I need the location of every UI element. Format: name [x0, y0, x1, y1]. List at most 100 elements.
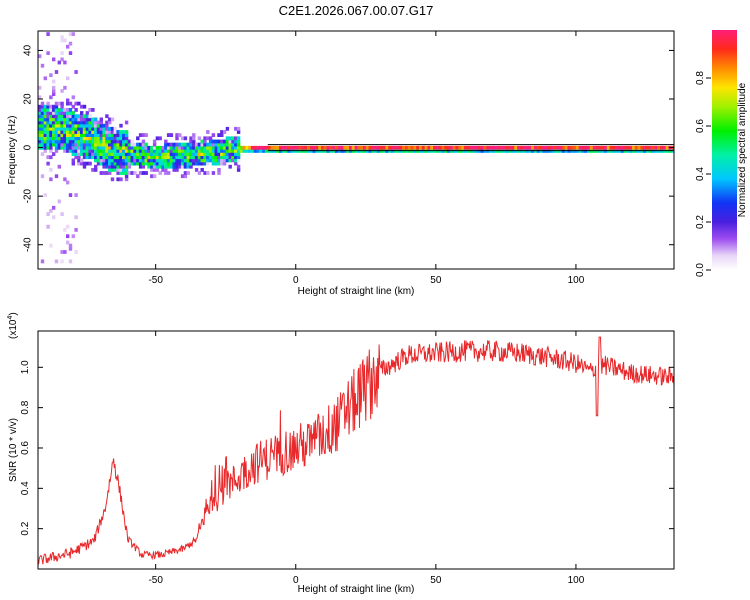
spectrogram-cell: [49, 136, 53, 141]
spectrogram-cell: [180, 164, 185, 169]
spectrogram-cell: [43, 139, 47, 144]
spectrogram-cell: [180, 152, 185, 156]
spectrogram-cell: [175, 136, 179, 141]
spectrogram-cell: [455, 145, 459, 150]
spectrogram-cell: [40, 152, 45, 156]
spectrogram-cell: [248, 145, 252, 150]
spectrogram-cell: [166, 145, 171, 150]
spectrogram-cell: [54, 70, 59, 74]
spectrogram-cell: [94, 145, 98, 150]
spectrogram-cell: [620, 145, 625, 150]
spectrogram-cell: [71, 149, 75, 153]
spectrogram-cell: [43, 133, 47, 137]
spectrogram-cell: [228, 158, 232, 163]
spectrogram-cell: [152, 139, 157, 144]
spectrogram-cell: [147, 152, 151, 156]
spectrogram-cell: [60, 108, 64, 112]
spectrogram-cell: [150, 168, 154, 172]
spectrogram-cell: [598, 145, 602, 150]
spectrogram-cell: [533, 145, 538, 150]
spectrogram-cell: [96, 155, 101, 160]
spectrogram-cell: [38, 54, 42, 59]
spectrogram-cell: [581, 145, 585, 150]
spectrogram-cell: [186, 152, 190, 156]
spectrogram-cell: [124, 149, 129, 153]
spectrogram-cell: [256, 149, 260, 153]
spectrogram-cell: [564, 145, 569, 150]
spectrogram-cell: [46, 224, 50, 229]
spectrogram-cell: [438, 145, 443, 150]
spectrogram-cell: [169, 155, 174, 160]
spectrogram-cell: [203, 139, 207, 144]
spectrogram-cell: [68, 120, 73, 125]
spectrogram-cell: [99, 123, 103, 128]
spectrogram-cell: [63, 228, 67, 232]
spectrogram-cell: [66, 145, 70, 150]
spectrogram-cell: [262, 149, 266, 153]
spectrogram-cell: [136, 142, 140, 147]
spectrogram-cell: [136, 158, 140, 163]
spectrogram-cell: [175, 158, 179, 163]
spectrogram-cell: [332, 145, 336, 150]
spectrogram-cell: [127, 164, 132, 169]
spectrogram-cell: [166, 171, 171, 175]
spectrogram-cell: [54, 142, 59, 147]
spectrogram-cell: [82, 130, 87, 134]
spectrogram-cell: [309, 145, 314, 150]
spectrogram-cell: [192, 142, 196, 147]
spectrogram-cell: [144, 155, 148, 160]
spectrogram-cell: [214, 145, 218, 150]
spectrogram-cell: [637, 145, 641, 150]
spectrogram-cell: [452, 145, 457, 150]
spectrogram-cell: [94, 168, 98, 172]
colorbar-gradient: [712, 30, 737, 270]
spectrogram-cell: [295, 145, 300, 150]
spectrogram-cell: [183, 152, 188, 156]
spectrogram-cell: [66, 133, 70, 137]
spectrogram-cell: [514, 145, 518, 150]
spectrogram-cell: [54, 136, 59, 141]
spectrogram-cell: [88, 136, 92, 141]
spectrogram-cell: [318, 145, 322, 150]
x-tick-label: 0: [293, 575, 299, 586]
spectrogram-cell: [192, 133, 196, 137]
spectrogram-cell: [164, 152, 168, 156]
spectrogram-cell: [147, 161, 151, 166]
spectrogram-cell: [96, 123, 101, 128]
spectrogram-cell: [108, 139, 112, 144]
spectrogram-cell: [43, 104, 47, 109]
spectrogram-cell: [82, 145, 87, 150]
spectrogram-cell: [74, 145, 78, 150]
spectrogram-cell: [124, 145, 129, 150]
spectrogram-cell: [68, 259, 73, 264]
spectrogram-cell: [206, 155, 210, 160]
spectrogram-cell: [570, 145, 574, 150]
spectrogram-cell: [643, 145, 647, 150]
spectrogram-cell: [169, 133, 174, 137]
spectrogram-cell: [144, 158, 148, 163]
spectrogram-cell: [250, 145, 255, 150]
spectrogram-cell: [374, 145, 378, 150]
spectrogram-cell: [189, 161, 193, 166]
spectrogram-cell: [113, 145, 117, 150]
spectrogram-cell: [141, 161, 146, 166]
spectrogram-cell: [601, 145, 605, 150]
spectrogram-cell: [74, 70, 78, 74]
spectrogram-cell: [264, 145, 269, 150]
spectrogram-cell: [63, 85, 67, 90]
spectrogram-cell: [155, 168, 160, 172]
spectrogram-cell: [561, 145, 566, 150]
spectrogram-cell: [113, 168, 117, 172]
spectrogram-cell: [60, 259, 64, 264]
spectrogram-cell: [138, 133, 143, 137]
spectrogram-cell: [66, 234, 70, 239]
spectrogram-cell: [40, 139, 45, 144]
spectrogram-cell: [108, 120, 112, 125]
spectrogram-cell: [166, 158, 171, 163]
spectrogram-cell: [82, 133, 87, 137]
spectrogram-cell: [228, 155, 232, 160]
spectrogram-cell: [57, 133, 61, 137]
spectrogram-cell: [217, 133, 221, 137]
spectrogram-cell: [256, 145, 260, 150]
y-tick-label: 0.8: [20, 400, 31, 414]
